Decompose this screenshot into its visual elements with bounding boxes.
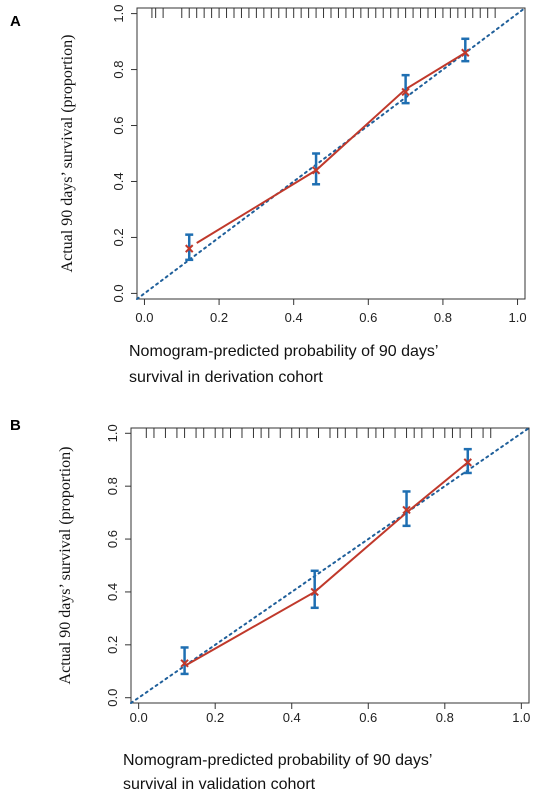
y-tick-label: 0.2 <box>111 228 126 246</box>
panel-b: B 0.0 0.2 0.4 0.6 0.8 1.0 0.0 0.2 0.4 0.6 0.8 1.0 Nom… <box>10 417 530 792</box>
data-point <box>463 458 472 467</box>
y-tick-label: 1.0 <box>105 424 120 442</box>
y-axis-label: Actual 90 days’ survival (proportion) <box>57 447 74 685</box>
x-tick-label: 0.8 <box>436 710 454 725</box>
y-tick-label: 0.4 <box>111 172 126 190</box>
y-tick-label: 0.4 <box>105 583 120 601</box>
data-point <box>310 587 319 597</box>
reference-line <box>130 427 530 704</box>
y-tick-label: 0.6 <box>111 116 126 134</box>
data-point <box>461 48 470 57</box>
panel-label: A <box>10 13 21 30</box>
x-tick-label: 1.0 <box>512 710 530 725</box>
x-tick-label: 0.0 <box>135 310 153 325</box>
y-tick-label: 0.8 <box>111 61 126 79</box>
panel-a: A 0.0 0.2 0.4 0.6 0.8 1.0 0.0 0.2 0.4 0.6 0.8 1.0 Nom… <box>10 5 527 386</box>
x-tick-label: 0.4 <box>283 710 301 725</box>
panel-label: B <box>10 417 21 434</box>
x-tick-label: 0.6 <box>359 310 377 325</box>
x-axis-label-line2: survival in validation cohort <box>123 776 316 792</box>
y-tick-label: 1.0 <box>111 5 126 23</box>
x-axis-label: Nomogram-predicted probability of 90 day… <box>129 343 438 360</box>
data-point <box>401 87 410 97</box>
y-tick-label: 0.0 <box>111 284 126 302</box>
x-tick-label: 0.2 <box>206 710 224 725</box>
x-axis-label: Nomogram-predicted probability of 90 day… <box>123 752 432 769</box>
calibration-line <box>196 51 466 244</box>
y-axis-label: Actual 90 days’ survival (proportion) <box>59 35 76 273</box>
x-axis-label-line2: survival in derivation cohort <box>129 369 323 386</box>
x-tick-label: 0.4 <box>285 310 303 325</box>
data-point <box>185 244 194 253</box>
x-tick-label: 0.0 <box>130 710 148 725</box>
data-point <box>311 166 321 175</box>
x-tick-label: 0.8 <box>434 310 452 325</box>
x-tick-label: 1.0 <box>508 310 526 325</box>
data-point <box>402 505 411 515</box>
y-tick-label: 0.2 <box>105 636 120 654</box>
x-tick-label: 0.2 <box>210 310 228 325</box>
y-tick-label: 0.0 <box>105 689 120 707</box>
x-tick-label: 0.6 <box>359 710 377 725</box>
y-tick-label: 0.8 <box>105 477 120 495</box>
calibration-line <box>184 461 469 667</box>
y-tick-label: 0.6 <box>105 530 120 548</box>
data-point <box>180 659 189 668</box>
